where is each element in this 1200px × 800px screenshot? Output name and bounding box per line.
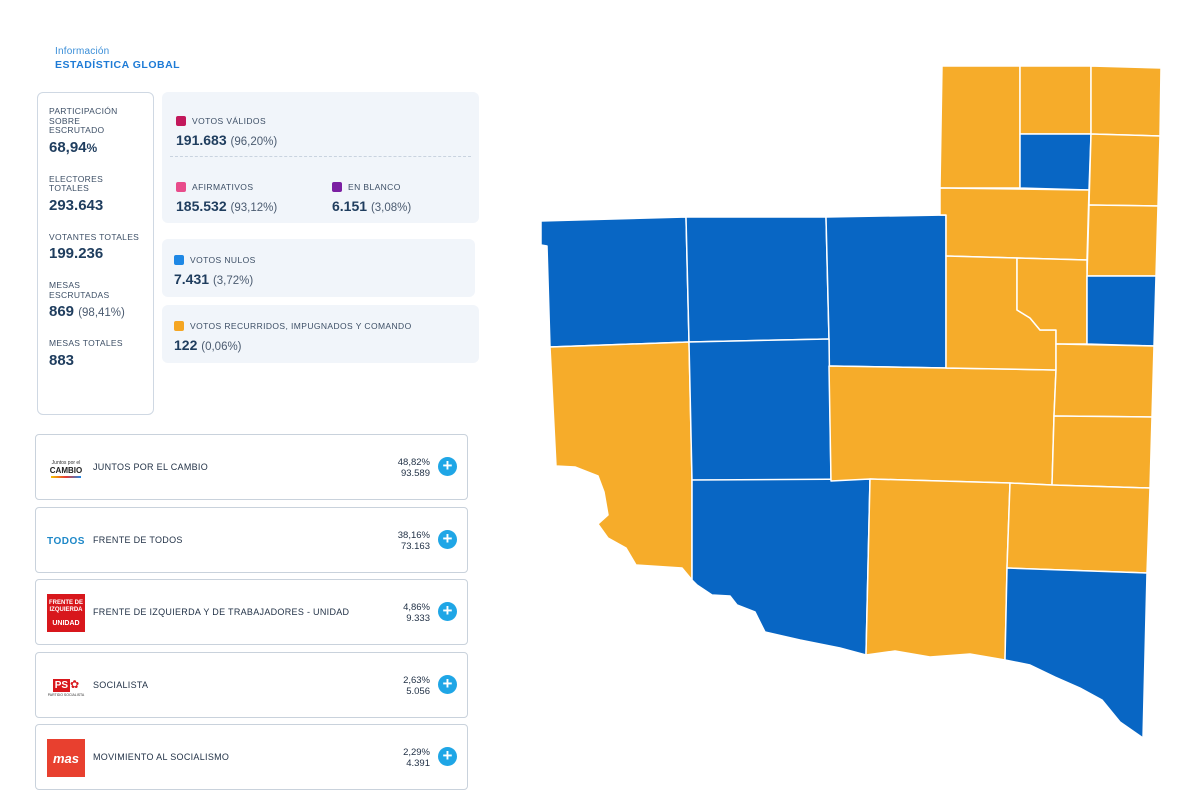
stat-mesas-totales-value: 883 bbox=[49, 351, 75, 369]
contested-votes-panel: VOTOS RECURRIDOS, IMPUGNADOS Y COMANDO 1… bbox=[162, 305, 479, 363]
nulos-label: VOTOS NULOS bbox=[190, 255, 256, 265]
map-district[interactable] bbox=[1019, 133, 1092, 191]
null-votes-panel: VOTOS NULOS 7.431 (3,72%) bbox=[162, 239, 475, 297]
results-map bbox=[540, 65, 1162, 739]
expand-plus-icon[interactable]: + bbox=[438, 675, 457, 694]
page-title: ESTADÍSTICA GLOBAL bbox=[55, 59, 181, 71]
party-name: MOVIMIENTO AL SOCIALISMO bbox=[93, 752, 230, 762]
rose-icon: ✿ bbox=[70, 679, 80, 691]
stat-mesas-escrutadas-value: 869 (98,41%) bbox=[49, 303, 125, 320]
map-district[interactable] bbox=[691, 478, 871, 656]
afirmativos-swatch bbox=[176, 182, 186, 192]
stat-votantes-value: 199.236 bbox=[49, 245, 104, 262]
votos-validos-label: VOTOS VÁLIDOS bbox=[192, 116, 267, 126]
mas-logo: mas bbox=[46, 738, 86, 778]
stat-electores-label: ELECTORES TOTALES bbox=[49, 173, 104, 193]
map-district[interactable] bbox=[1088, 133, 1161, 207]
stat-mesas-totales-label: MESAS TOTALES bbox=[49, 338, 123, 348]
nulos-swatch bbox=[174, 255, 184, 265]
global-stats-card: PARTICIPACIÓN SOBRE ESCRUTADO 68,94% ELE… bbox=[37, 92, 154, 415]
nulos-pct: (3,72%) bbox=[212, 275, 254, 287]
juntos-logo: Juntos por el CAMBIO bbox=[46, 452, 86, 484]
nulos-value: 7.431 bbox=[174, 271, 210, 287]
map-district[interactable] bbox=[549, 341, 693, 581]
recurridos-label: VOTOS RECURRIDOS, IMPUGNADOS Y COMANDO bbox=[190, 321, 412, 331]
afirmativos-value: 185.532 bbox=[176, 198, 227, 214]
expand-plus-icon[interactable]: + bbox=[438, 602, 457, 621]
votos-validos-value: 191.683 bbox=[176, 132, 227, 148]
party-name: JUNTOS POR EL CAMBIO bbox=[93, 462, 209, 472]
map-district[interactable] bbox=[1051, 415, 1153, 489]
page-header: Información ESTADÍSTICA GLOBAL bbox=[55, 46, 180, 71]
header-subtitle: Información bbox=[55, 46, 110, 57]
recurridos-swatch bbox=[174, 321, 184, 331]
expand-plus-icon[interactable]: + bbox=[438, 457, 457, 476]
party-name: SOCIALISTA bbox=[93, 680, 149, 690]
stat-participacion-value: 68,94% bbox=[49, 138, 98, 156]
stat-mesas-escrutadas-label: MESAS ESCRUTADAS bbox=[49, 280, 110, 300]
party-row-socialista[interactable]: PS ✿ PARTIDO SOCIALISTA SOCIALISTA 2,63% 5… bbox=[35, 652, 468, 718]
party-name: FRENTE DE TODOS bbox=[93, 535, 183, 545]
map-district[interactable] bbox=[1090, 65, 1162, 137]
stat-participacion: PARTICIPACIÓN SOBRE ESCRUTADO 68,94% bbox=[49, 106, 153, 156]
recurridos-pct: (0,06%) bbox=[201, 341, 242, 353]
todos-logo: TODOS bbox=[47, 535, 85, 547]
map-district[interactable] bbox=[825, 214, 947, 369]
party-row-todos[interactable]: TODOS FRENTE DE TODOS 38,16% 73.163 + bbox=[35, 507, 468, 573]
stat-participacion-label: PARTICIPACIÓN SOBRE ESCRUTADO bbox=[49, 106, 118, 135]
votos-en-blanco: EN BLANCO 6.151 (3,08%) bbox=[332, 182, 411, 214]
en-blanco-swatch bbox=[332, 182, 342, 192]
ps-logo: PS ✿ PARTIDO SOCIALISTA bbox=[47, 679, 85, 697]
party-results: 48,82% 93.589 bbox=[397, 457, 430, 479]
afirmativos-label: AFIRMATIVOS bbox=[192, 182, 254, 192]
expand-plus-icon[interactable]: + bbox=[438, 747, 457, 766]
stat-votantes: VOTANTES TOTALES 199.236 bbox=[49, 231, 153, 262]
map-district[interactable] bbox=[939, 187, 1090, 261]
map-district[interactable] bbox=[1019, 65, 1092, 135]
map-district[interactable] bbox=[1004, 567, 1148, 739]
en-blanco-pct: (3,08%) bbox=[370, 202, 412, 214]
panel-divider bbox=[170, 156, 471, 157]
stat-mesas-totales: MESAS TOTALES 883 bbox=[49, 338, 153, 369]
recurridos-value: 122 bbox=[174, 337, 198, 353]
map-district[interactable] bbox=[1053, 343, 1155, 418]
map-district[interactable] bbox=[939, 65, 1021, 189]
map-district[interactable] bbox=[828, 365, 1057, 486]
expand-plus-icon[interactable]: + bbox=[438, 530, 457, 549]
party-results: 38,16% 73.163 bbox=[397, 530, 430, 552]
party-results: 2,29% 4.391 bbox=[403, 747, 430, 769]
fit-logo: FRENTE DE IZQUIERDA UNIDAD bbox=[46, 593, 86, 633]
party-results: 2,63% 5.056 bbox=[403, 675, 430, 697]
map-district[interactable] bbox=[1086, 275, 1157, 347]
stat-votantes-label: VOTANTES TOTALES bbox=[49, 231, 140, 242]
party-name: FRENTE DE IZQUIERDA Y DE TRABAJADORES - … bbox=[93, 607, 350, 617]
party-row-fit[interactable]: FRENTE DE IZQUIERDA UNIDAD FRENTE DE IZQ… bbox=[35, 579, 468, 645]
votos-recurridos: VOTOS RECURRIDOS, IMPUGNADOS Y COMANDO 1… bbox=[174, 321, 412, 353]
party-results: 4,86% 9.333 bbox=[403, 602, 430, 624]
afirmativos-pct: (93,12%) bbox=[230, 202, 278, 214]
party-row-mas[interactable]: mas MOVIMIENTO AL SOCIALISMO 2,29% 4.391 … bbox=[35, 724, 468, 790]
party-row-juntos[interactable]: Juntos por el CAMBIO JUNTOS POR EL CAMBI… bbox=[35, 434, 468, 500]
map-district[interactable] bbox=[1086, 204, 1159, 277]
votos-afirmativos: AFIRMATIVOS 185.532 (93,12%) bbox=[176, 182, 277, 214]
map-district[interactable] bbox=[685, 216, 830, 343]
map-district[interactable] bbox=[540, 216, 690, 348]
votos-nulos: VOTOS NULOS 7.431 (3,72%) bbox=[174, 255, 256, 287]
map-district[interactable] bbox=[865, 478, 1011, 661]
votos-validos-swatch bbox=[176, 116, 186, 126]
map-district[interactable] bbox=[688, 338, 832, 482]
stat-electores: ELECTORES TOTALES 293.643 bbox=[49, 173, 153, 214]
en-blanco-value: 6.151 bbox=[332, 198, 368, 214]
map-district[interactable] bbox=[1006, 482, 1151, 574]
valid-votes-panel: VOTOS VÁLIDOS 191.683 (96,20%) AFIRMATIV… bbox=[162, 92, 479, 223]
votos-validos: VOTOS VÁLIDOS 191.683 (96,20%) bbox=[176, 116, 277, 148]
en-blanco-label: EN BLANCO bbox=[348, 182, 401, 192]
votos-validos-pct: (96,20%) bbox=[230, 136, 278, 148]
stat-electores-value: 293.643 bbox=[49, 196, 104, 214]
stat-mesas-escrutadas: MESAS ESCRUTADAS 869 (98,41%) bbox=[49, 280, 153, 320]
